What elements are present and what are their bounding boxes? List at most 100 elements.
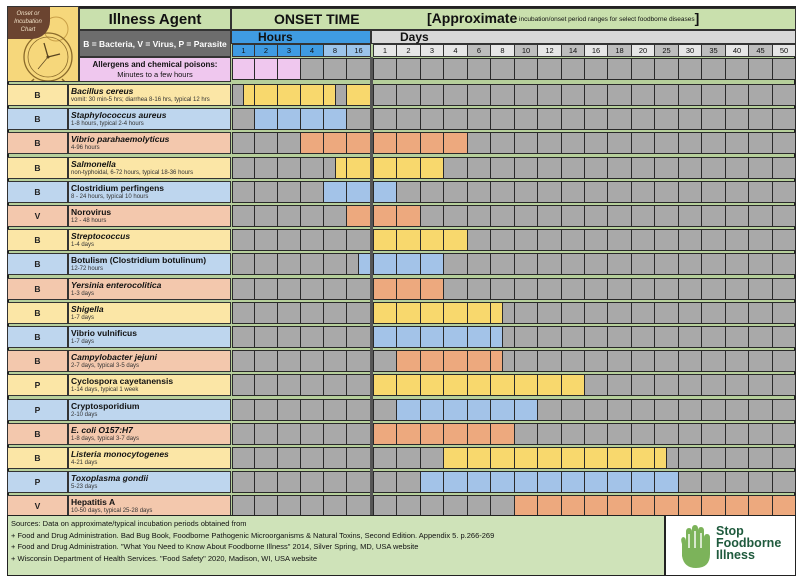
allergens-title: Allergens and chemical poisons: xyxy=(92,60,218,69)
onset-bar-segment xyxy=(323,84,336,106)
onset-bar-segment xyxy=(254,108,278,130)
onset-bar-segment xyxy=(725,495,749,517)
agent-name-cell: Clostridium perfingens 8 - 24 hours, typi… xyxy=(68,181,231,203)
onset-track xyxy=(232,350,796,372)
onset-track xyxy=(232,302,796,324)
onset-bar-segment xyxy=(607,495,632,517)
onset-bar-segment xyxy=(561,495,585,517)
agent-name-cell: Vibrio parahaemolyticus 4-96 hours xyxy=(68,132,231,154)
agent-type: B xyxy=(7,132,68,154)
agent-name: Staphylococcus aureus xyxy=(71,110,167,120)
days-axis-label: Days xyxy=(371,30,796,44)
onset-bar-segment xyxy=(467,471,491,493)
onset-bar-segment xyxy=(654,447,667,469)
onset-title: ONSET TIME xyxy=(274,11,360,27)
agent-name: Bacillus cereus xyxy=(71,86,134,96)
agent-type: B xyxy=(7,108,68,130)
agent-incubation: 10-50 days, typical 25-28 days xyxy=(71,508,153,514)
sources-footer: Sources: Data on approximate/typical inc… xyxy=(7,515,665,576)
onset-track xyxy=(232,157,796,179)
onset-bar-segment xyxy=(373,132,397,154)
onset-bar-segment xyxy=(514,495,538,517)
onset-bar-segment xyxy=(396,326,421,348)
onset-bar-segment xyxy=(561,471,585,493)
onset-bar-segment xyxy=(514,471,538,493)
onset-bar-segment xyxy=(420,278,444,300)
day-tick: 35 xyxy=(701,44,726,57)
agent-incubation: 8 - 24 hours, typical 10 hours xyxy=(71,194,149,200)
illness-agent-heading: Illness Agent xyxy=(79,8,231,30)
agent-name: Streptococcus xyxy=(71,231,131,241)
type-legend: B = Bacteria, V = Virus, P = Parasite xyxy=(79,30,231,57)
onset-bar-segment xyxy=(396,229,421,251)
onset-bar-segment xyxy=(254,84,278,106)
onset-bar-segment xyxy=(467,326,491,348)
onset-bar-segment xyxy=(420,157,444,179)
agent-name-cell: Salmonella non-typhoidal, 6-72 hours, typ… xyxy=(68,157,231,179)
day-tick: 12 xyxy=(537,44,562,57)
onset-bar-segment xyxy=(396,205,421,227)
onset-bar-segment xyxy=(396,399,421,421)
onset-bar-segment xyxy=(514,399,538,421)
day-tick: 30 xyxy=(678,44,702,57)
agent-type: B xyxy=(7,423,68,445)
day-tick: 4 xyxy=(443,44,468,57)
agent-name-cell: Hepatitis A 10-50 days, typical 25-28 day… xyxy=(68,495,231,517)
onset-bar-segment xyxy=(467,374,491,396)
onset-bar-segment xyxy=(373,253,397,275)
chart-subtitle: [Approximate incubation/onset period ran… xyxy=(427,10,700,26)
chart-tag: Onset or Incubation Chart xyxy=(8,7,50,39)
agent-type: B xyxy=(7,447,68,469)
onset-bar-segment xyxy=(373,278,397,300)
onset-bar-segment xyxy=(420,374,444,396)
onset-bar-segment xyxy=(443,350,468,372)
onset-bar-segment xyxy=(443,374,468,396)
agent-type: V xyxy=(7,495,68,517)
onset-bar-segment xyxy=(631,495,655,517)
onset-bar-segment xyxy=(467,302,491,324)
agent-name: Cryptosporidium xyxy=(71,401,140,411)
onset-bar-segment xyxy=(584,447,608,469)
agent-type: B xyxy=(7,326,68,348)
onset-bar-segment xyxy=(537,471,562,493)
onset-bar-segment xyxy=(443,423,468,445)
onset-bar-segment xyxy=(772,495,796,517)
agent-type: V xyxy=(7,205,68,227)
allergens-label: Allergens and chemical poisons: Minutes … xyxy=(79,57,231,82)
onset-bar-segment xyxy=(420,471,444,493)
onset-bar-segment xyxy=(232,58,255,80)
onset-bar-segment xyxy=(514,447,538,469)
onset-bar-segment xyxy=(420,132,444,154)
onset-bar-segment xyxy=(277,58,301,80)
day-tick: 1 xyxy=(373,44,397,57)
agent-name-cell: Campylobacter jejuni 2-7 days, typical 3-… xyxy=(68,350,231,372)
onset-bar-segment xyxy=(678,495,702,517)
onset-bar-segment xyxy=(373,374,397,396)
onset-bar-segment xyxy=(420,350,444,372)
onset-bar-segment xyxy=(748,495,773,517)
onset-bar-segment xyxy=(443,326,468,348)
agent-incubation: 4-21 days xyxy=(71,460,98,466)
onset-bar-segment xyxy=(490,447,515,469)
agent-type: P xyxy=(7,374,68,396)
onset-bar-segment xyxy=(373,157,397,179)
agent-incubation: 1-14 days, typical 1 week xyxy=(71,387,139,393)
agent-name-cell: Streptococcus 1-4 days xyxy=(68,229,231,251)
day-tick: 40 xyxy=(725,44,749,57)
onset-bar-segment xyxy=(537,374,562,396)
day-tick: 6 xyxy=(467,44,491,57)
agent-name: Vibrio parahaemolyticus xyxy=(71,134,170,144)
onset-track xyxy=(232,278,796,300)
onset-bar-segment xyxy=(420,229,444,251)
onset-bar-segment xyxy=(443,471,468,493)
onset-bar-segment xyxy=(373,181,397,203)
sources-line: + Wisconsin Department of Health Service… xyxy=(11,553,318,563)
onset-track xyxy=(232,374,796,396)
onset-bar-segment xyxy=(467,447,491,469)
agent-name: Clostridium perfingens xyxy=(71,183,165,193)
agent-name: Salmonella xyxy=(71,159,116,169)
agent-type: B xyxy=(7,302,68,324)
agent-incubation: 1-7 days xyxy=(71,339,95,345)
onset-bar-segment xyxy=(443,132,468,154)
agent-incubation: vomit: 30 min-5 hrs; diarrhea 8-16 hrs, … xyxy=(71,97,210,103)
